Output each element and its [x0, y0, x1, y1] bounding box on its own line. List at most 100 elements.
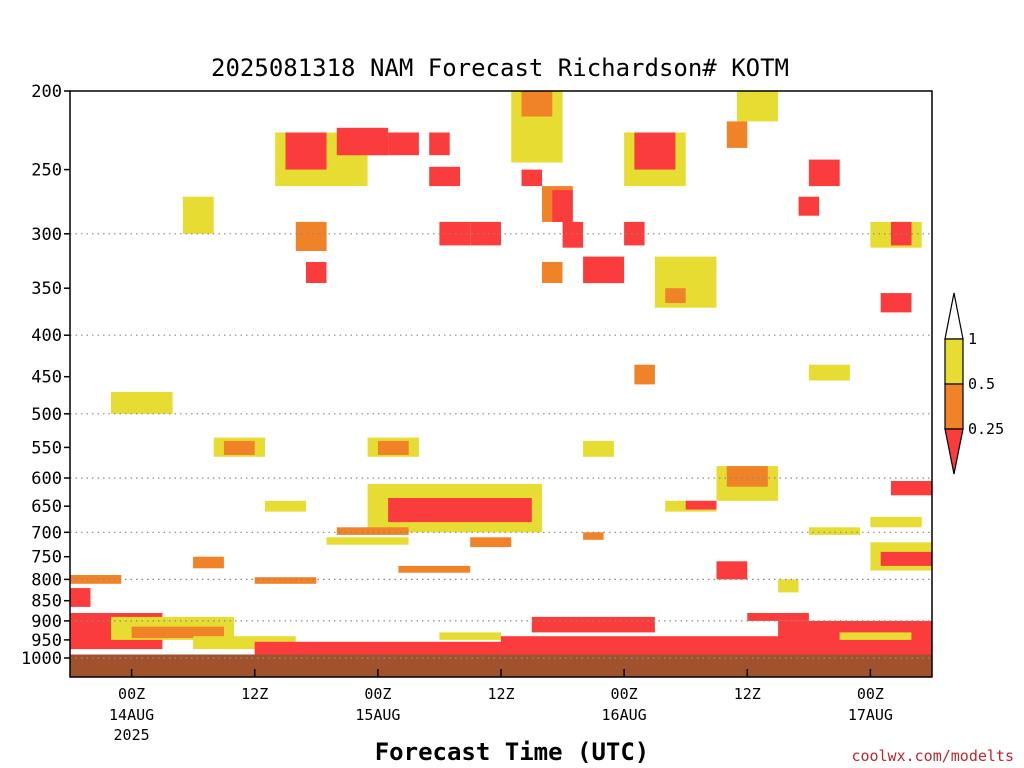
legend-swatch-top [944, 292, 964, 340]
x-axis-label: Forecast Time (UTC) [375, 738, 650, 766]
region-high [870, 516, 922, 528]
x-tick-label: 12Z [734, 685, 761, 703]
region-low [891, 481, 932, 496]
region-high [439, 632, 501, 640]
plot-background [70, 91, 932, 677]
x-tick-label: 12Z [241, 685, 268, 703]
region-low [808, 159, 840, 187]
region-mid [634, 364, 655, 385]
region-low [388, 132, 419, 156]
legend: 1 0.5 0.25 [944, 292, 1004, 475]
region-low [388, 498, 532, 523]
region-high [111, 392, 173, 414]
region-mid [193, 556, 224, 569]
region-low [880, 293, 912, 313]
x-tick-label: 16AUG [602, 706, 647, 724]
region-low [634, 132, 676, 170]
turbulence-regions [70, 91, 932, 655]
region-mid [665, 288, 686, 303]
region-low [439, 221, 471, 246]
x-axis-ticks: 00Z 14AUG 2025 12Z 00Z 15AUG 12Z 00Z 16AUG 12Z 00Z… [109, 669, 893, 744]
region-low [624, 221, 645, 246]
region-mid [398, 565, 471, 573]
region-mid [726, 466, 768, 487]
region-low [429, 132, 450, 156]
y-tick-label: 1000 [21, 649, 62, 669]
x-tick-label: 14AUG [109, 706, 154, 724]
legend-label: 0.25 [968, 420, 1004, 438]
x-tick-label: 2025 [114, 726, 150, 744]
grid-lines [70, 233, 932, 659]
y-tick-label: 300 [31, 225, 62, 245]
region-low [747, 613, 809, 621]
x-tick-label: 00Z [364, 685, 391, 703]
region-high [583, 440, 614, 457]
region-low [429, 166, 460, 187]
region-high [778, 579, 799, 593]
region-low [285, 132, 327, 170]
y-tick-label: 250 [31, 161, 62, 181]
region-high [839, 632, 912, 640]
x-tick-label: 00Z [857, 685, 884, 703]
region-mid [377, 440, 409, 455]
x-tick-label: 17AUG [848, 706, 893, 724]
plot-area [70, 91, 932, 677]
y-tick-label: 650 [31, 497, 62, 517]
region-mid [336, 527, 409, 535]
y-tick-label: 550 [31, 438, 62, 458]
region-high [326, 537, 409, 545]
y-tick-label: 500 [31, 405, 62, 425]
region-low [531, 616, 655, 633]
region-low [685, 500, 717, 510]
region-high [808, 364, 850, 381]
region-low [562, 221, 584, 248]
region-low [521, 169, 542, 187]
x-tick-label: 15AUG [355, 706, 400, 724]
region-low [501, 636, 830, 655]
region-mid [254, 577, 317, 584]
region-mid [223, 440, 255, 455]
region-high [265, 500, 306, 512]
region-mid [583, 532, 604, 540]
y-tick-label: 800 [31, 570, 62, 590]
y-tick-label: 200 [31, 82, 62, 102]
region-low [798, 196, 820, 216]
y-tick-label: 700 [31, 523, 62, 543]
region-mid [70, 575, 122, 584]
y-tick-label: 750 [31, 548, 62, 568]
y-tick-label: 350 [31, 279, 62, 299]
y-tick-label: 600 [31, 469, 62, 489]
region-low [552, 190, 573, 222]
region-mid [521, 91, 553, 117]
legend-swatch-bottom [944, 428, 964, 475]
y-axis-ticks: 200 250 300 350 400 450 500 550 600 650 700 7508008… [21, 82, 70, 669]
legend-label: 0.5 [968, 375, 995, 393]
y-tick-label: 950 [31, 631, 62, 651]
x-tick-label: 12Z [487, 685, 514, 703]
region-mid [726, 121, 748, 148]
region-high [737, 91, 778, 122]
x-tick-label: 00Z [611, 685, 638, 703]
ground-layer [70, 654, 932, 677]
y-tick-label: 450 [31, 368, 62, 388]
region-low [254, 641, 501, 655]
legend-swatch [944, 383, 964, 430]
chart-title: 2025081318 NAM Forecast Richardson# KOTM [211, 54, 789, 82]
region-low [880, 551, 932, 566]
region-high [182, 196, 214, 234]
y-tick-label: 850 [31, 592, 62, 612]
region-mid [470, 537, 512, 548]
region-low [470, 221, 501, 246]
x-tick-label: 00Z [118, 685, 145, 703]
ground-fill [70, 654, 932, 677]
credit-text: coolwx.com/modelts [851, 747, 1014, 765]
legend-label: 1 [968, 330, 977, 348]
y-tick-label: 400 [31, 326, 62, 346]
region-high [808, 527, 861, 535]
region-mid [295, 221, 327, 251]
region-low [70, 588, 91, 607]
region-mid [542, 262, 563, 283]
region-mid [131, 626, 224, 639]
region-low [716, 561, 748, 580]
